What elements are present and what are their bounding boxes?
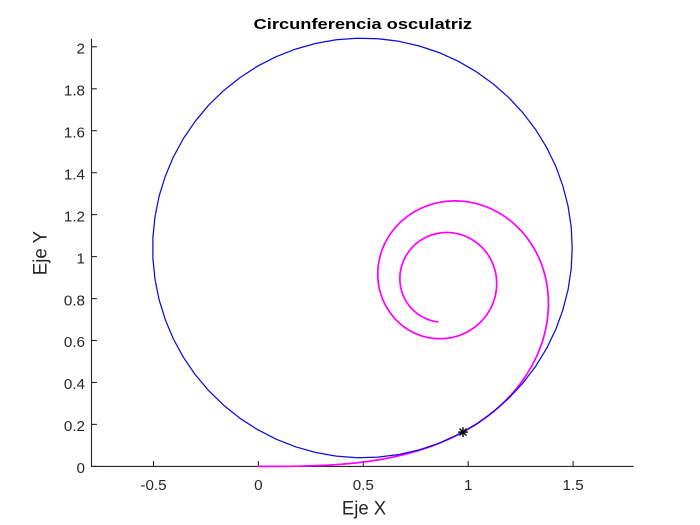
svg-text:0: 0 — [77, 460, 85, 477]
svg-text:Eje X: Eje X — [342, 499, 387, 520]
svg-text:1.2: 1.2 — [64, 208, 85, 225]
svg-text:1.4: 1.4 — [64, 166, 85, 183]
svg-text:1.8: 1.8 — [64, 83, 85, 100]
svg-text:Circunferencia osculatriz: Circunferencia osculatriz — [254, 16, 473, 33]
svg-text:Eje Y: Eje Y — [31, 231, 52, 276]
svg-text:-0.5: -0.5 — [140, 477, 166, 494]
svg-text:2: 2 — [77, 41, 85, 58]
svg-text:1: 1 — [464, 477, 472, 494]
svg-text:0.6: 0.6 — [64, 334, 85, 351]
svg-text:0.8: 0.8 — [64, 292, 85, 309]
svg-text:0.5: 0.5 — [353, 477, 374, 494]
svg-text:0: 0 — [254, 477, 262, 494]
svg-text:1.5: 1.5 — [563, 477, 584, 494]
svg-text:0.2: 0.2 — [64, 418, 85, 435]
svg-text:0.4: 0.4 — [64, 376, 85, 393]
svg-text:1: 1 — [77, 250, 85, 267]
svg-text:1.6: 1.6 — [64, 124, 85, 141]
